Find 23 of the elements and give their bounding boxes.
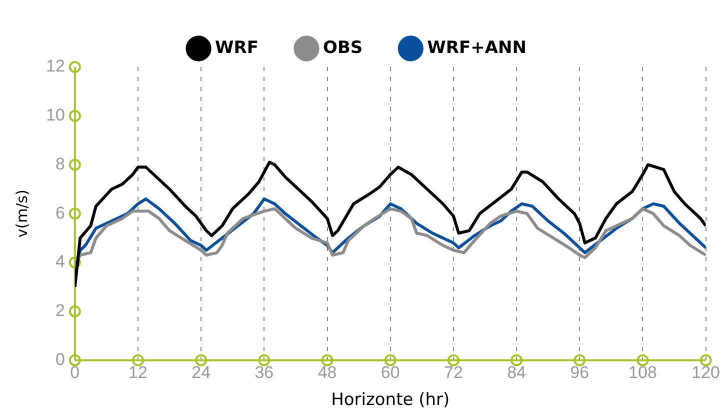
x-tick-label: 60 — [380, 363, 400, 382]
y-tick-label: 8 — [55, 154, 65, 174]
x-tick-label: 72 — [444, 363, 463, 382]
x-tick-label: 120 — [692, 363, 720, 382]
x-tick-label: 0 — [70, 363, 80, 382]
y-tick-label: 10 — [46, 106, 65, 125]
y-axis-title: v(m/s) — [12, 190, 31, 238]
y-tick-label: 4 — [55, 252, 65, 272]
x-tick-label: 96 — [570, 363, 590, 382]
y-tick-label: 6 — [55, 203, 65, 222]
y-tick-label: 0 — [55, 350, 65, 369]
x-tick-label: 12 — [128, 363, 148, 382]
y-tick-label: 12 — [46, 56, 65, 76]
x-tick-label: 24 — [192, 363, 211, 382]
x-tick-label: 84 — [507, 363, 526, 382]
y-tick-label: 2 — [55, 301, 65, 320]
x-axis-title: Horizonte (hr) — [331, 390, 450, 410]
x-tick-label: 36 — [254, 363, 274, 382]
legend-label: WRF — [215, 38, 259, 58]
x-tick-label: 108 — [628, 363, 657, 382]
legend-label: OBS — [322, 38, 363, 58]
legend-label: WRF+ANN — [427, 38, 526, 58]
x-tick-label: 48 — [318, 363, 337, 382]
